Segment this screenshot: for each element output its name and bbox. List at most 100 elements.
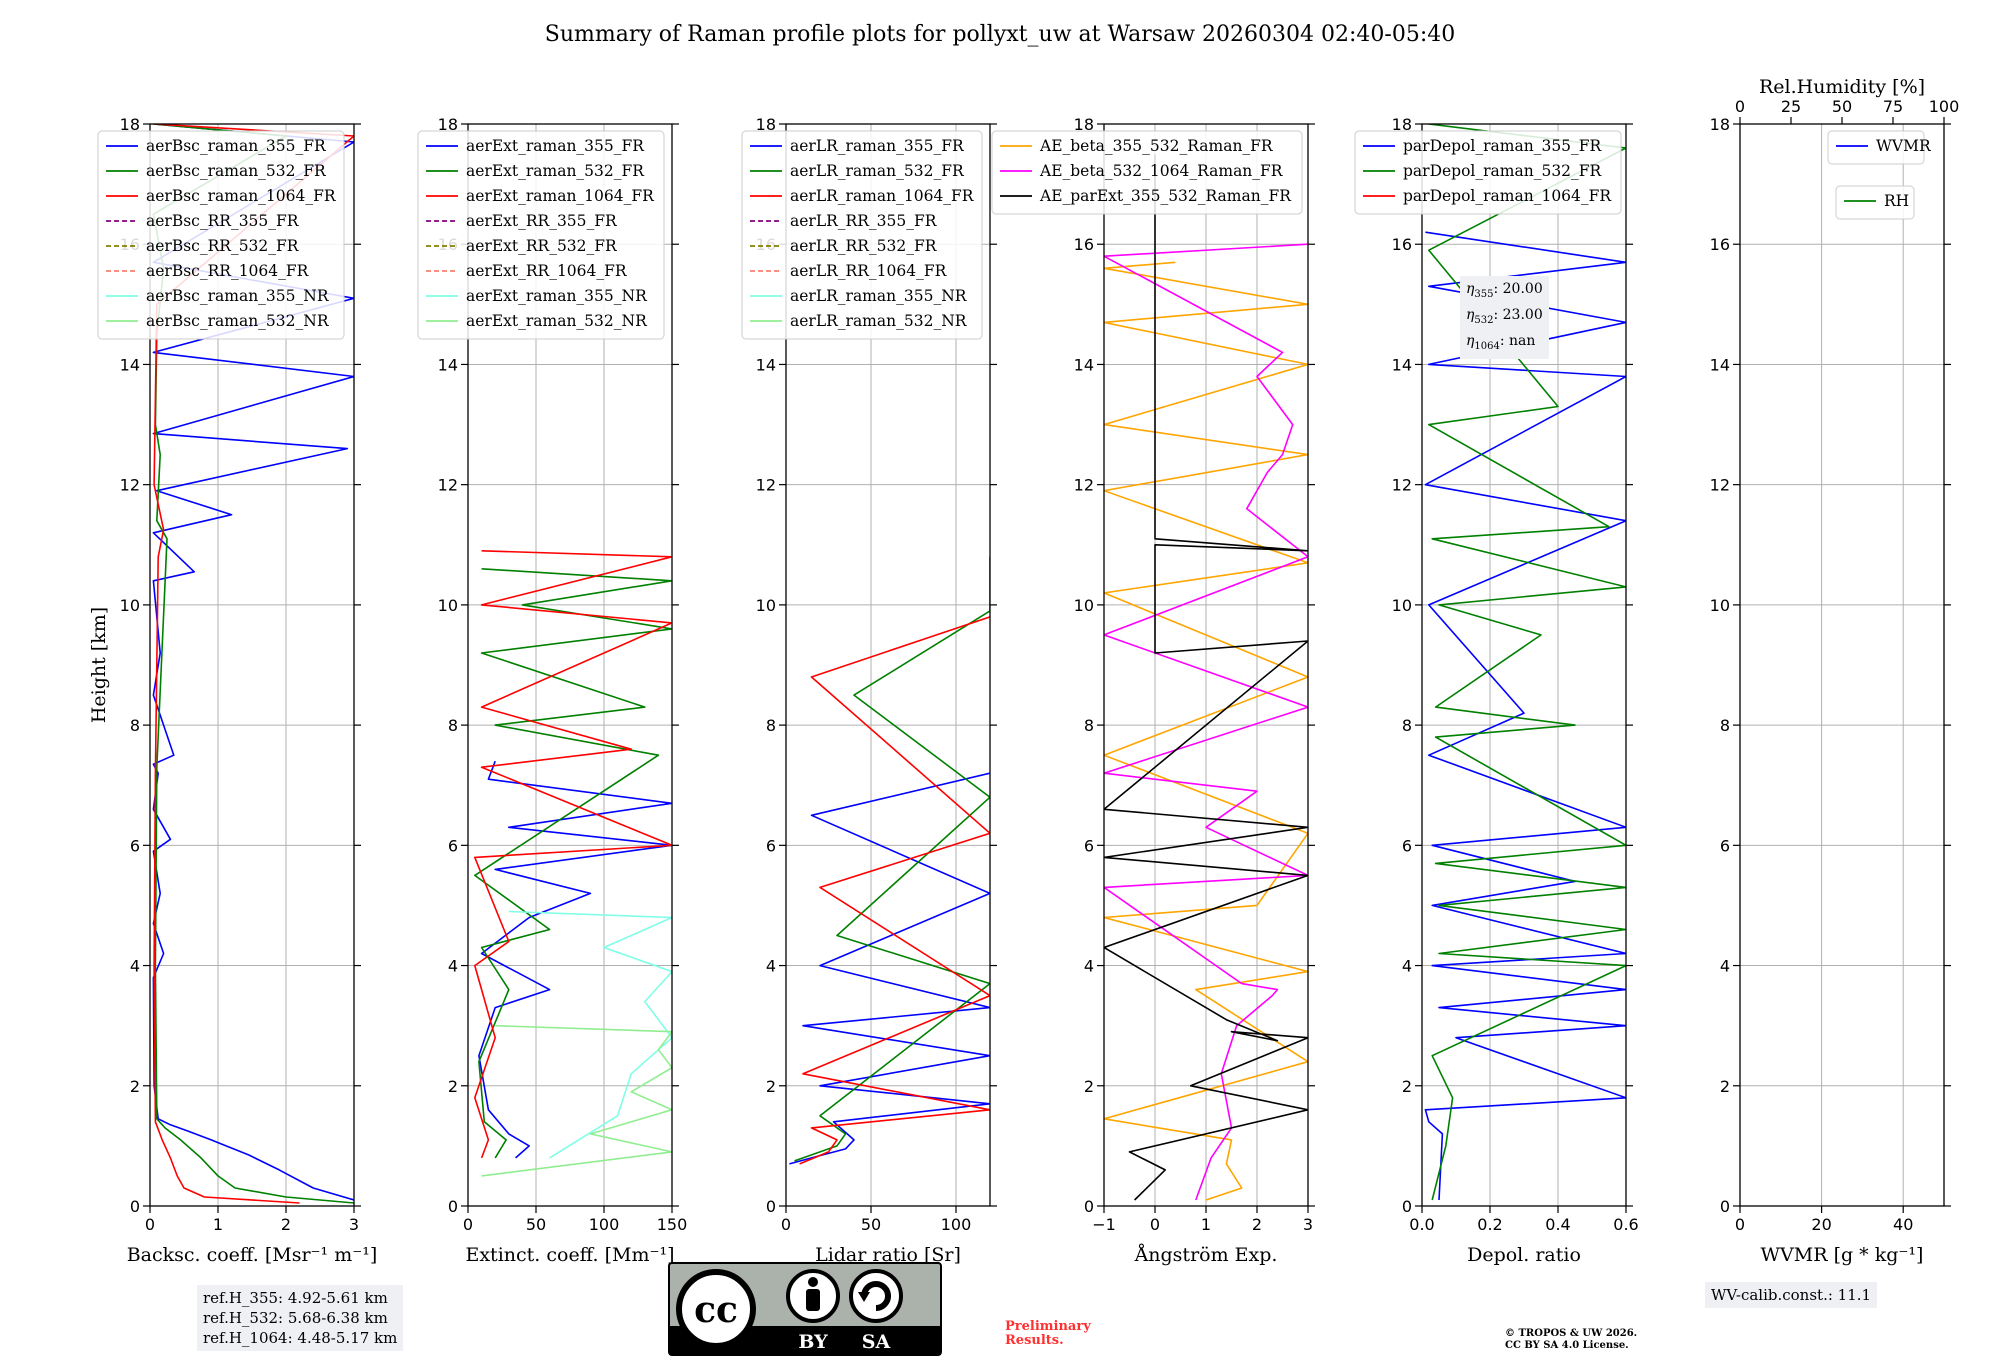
x-tick-label: 0.0 [1409,1215,1434,1234]
legend-label: aerExt_raman_532_NR [466,312,648,330]
reference-height-box: ref.H_355: 4.92-5.61 km ref.H_532: 5.68-… [197,1285,404,1351]
legend-label: aerExt_raman_355_NR [466,287,648,305]
x-tick-label: 1 [213,1215,223,1234]
x-axis-label: Lidar ratio [Sr] [815,1244,961,1266]
y-tick-label: 0 [448,1197,458,1216]
panel-lidar-ratio: 024681012141618050100Lidar ratio [Sr]aer… [741,115,997,1266]
series-group [789,556,990,1165]
legend-label: aerLR_RR_1064_FR [790,262,948,280]
legend-rh: RH [1835,185,1915,220]
y-tick-label: 0 [130,1197,140,1216]
y-tick-label: 14 [1074,355,1094,374]
x-tick-label: 3 [1303,1215,1313,1234]
series-line-aerExt_raman_355_FR [478,760,672,1159]
legend-label: aerLR_raman_1064_FR [790,187,975,205]
y-tick-label: 0 [1720,1197,1730,1216]
series-line-aerLR_raman_1064_FR [799,616,990,1165]
y-tick-label: 12 [120,476,140,495]
axes-frame [1103,123,1309,1207]
eta-532: η532: 23.00 [1466,306,1543,326]
y-tick-label: 12 [1074,476,1094,495]
series-line-aerExt_raman_532_NR [481,1024,672,1177]
series-group [474,550,672,1177]
x-axis-label: Backsc. coeff. [Msr⁻¹ m⁻¹] [127,1244,378,1266]
series-line-AE_beta_355_532_Raman_FR [1104,261,1308,1201]
y-tick-label: 18 [120,115,140,134]
x-tick-label: 0 [463,1215,473,1234]
y-tick-label: 0 [766,1197,776,1216]
y-tick-label: 16 [1392,235,1412,254]
series-line-aerExt_raman_1064_FR [474,550,672,1159]
x-tick-label: 50 [861,1215,881,1234]
y-tick-label: 0 [1084,1197,1094,1216]
legend-label: aerLR_raman_355_FR [790,137,965,155]
copyright-note: © TROPOS & UW 2026. CC BY SA 4.0 License… [1505,1328,1638,1351]
axes-frame [149,123,355,1207]
x-tick-label: 50 [526,1215,546,1234]
svg-text:cc: cc [694,1289,738,1331]
y-tick-label: 2 [1402,1077,1412,1096]
y-tick-label: 2 [766,1077,776,1096]
y-tick-label: 6 [1084,836,1094,855]
legend-label: aerLR_raman_532_FR [790,162,965,180]
legend-label: aerBsc_raman_1064_FR [146,187,337,205]
y-tick-label: 12 [1710,476,1730,495]
y-tick-label: 8 [130,716,140,735]
series-line-AE_parExt_355_532_Raman_FR [1104,154,1308,1201]
legend-label: parDepol_raman_532_FR [1403,162,1603,180]
y-tick-label: 4 [1720,957,1730,976]
legend-label: aerExt_RR_1064_FR [466,262,628,280]
legend-label: aerLR_RR_355_FR [790,212,938,230]
y-tick-label: 2 [448,1077,458,1096]
top-x-tick-label: 100 [1929,97,1960,116]
y-tick-label: 6 [766,836,776,855]
series-line-aerLR_raman_355_FR [789,772,990,1165]
legend-label: aerBsc_raman_532_FR [146,162,327,180]
ref-h-1064: ref.H_1064: 4.48-5.17 km [203,1329,398,1347]
legend-label: AE_parExt_355_532_Raman_FR [1039,187,1292,205]
legend-label: aerExt_RR_532_FR [466,237,618,255]
x-axis-label: Depol. ratio [1467,1244,1581,1266]
x-tick-label: 20 [1811,1215,1831,1234]
preliminary-note: Preliminary Results. [1005,1319,1091,1348]
x-tick-label: 0.6 [1613,1215,1638,1234]
y-tick-label: 2 [130,1077,140,1096]
series-line-aerBsc_raman_1064_FR [153,124,354,1204]
y-tick-label: 10 [120,596,140,615]
wv-calib-const: WV-calib.const.: 11.1 [1711,1286,1872,1304]
series-line-AE_beta_532_1064_Raman_FR [1104,243,1308,1201]
legend-label: aerExt_raman_355_FR [466,137,645,155]
panel-extinction: 024681012141618050100150Extinct. coeff. … [417,115,688,1266]
y-tick-label: 18 [1074,115,1094,134]
y-tick-label: 18 [756,115,776,134]
y-tick-label: 4 [1084,957,1094,976]
x-axis-label: Ångström Exp. [1134,1244,1278,1266]
top-x-tick-label: 25 [1781,97,1801,116]
y-tick-label: 8 [766,716,776,735]
legend-label: aerBsc_raman_532_NR [146,312,330,330]
series-group [1104,154,1308,1201]
y-tick-label: 6 [1402,836,1412,855]
y-tick-label: 14 [120,355,140,374]
legend-label: aerLR_raman_355_NR [790,287,968,305]
figure-title: Summary of Raman profile plots for polly… [544,22,1456,47]
wv-calib-box: WV-calib.const.: 11.1 [1705,1282,1878,1308]
legend-label: aerBsc_raman_355_FR [146,137,327,155]
axes-frame [467,123,673,1207]
y-tick-label: 4 [448,957,458,976]
x-tick-label: 0 [145,1215,155,1234]
y-tick-label: 12 [756,476,776,495]
ref-h-355: ref.H_355: 4.92-5.61 km [203,1289,388,1307]
y-tick-label: 14 [1710,355,1730,374]
top-x-tick-label: 50 [1832,97,1852,116]
x-tick-label: 3 [349,1215,359,1234]
eta-1064: η1064: nan [1466,332,1536,352]
series-group [1424,124,1626,1201]
y-tick-label: 18 [1710,115,1730,134]
legend-label: aerBsc_RR_1064_FR [146,262,310,280]
x-tick-label: 150 [657,1215,688,1234]
legend-label: aerExt_raman_532_FR [466,162,645,180]
legend-label: aerExt_raman_1064_FR [466,187,655,205]
ref-h-532: ref.H_532: 5.68-6.38 km [203,1309,388,1327]
